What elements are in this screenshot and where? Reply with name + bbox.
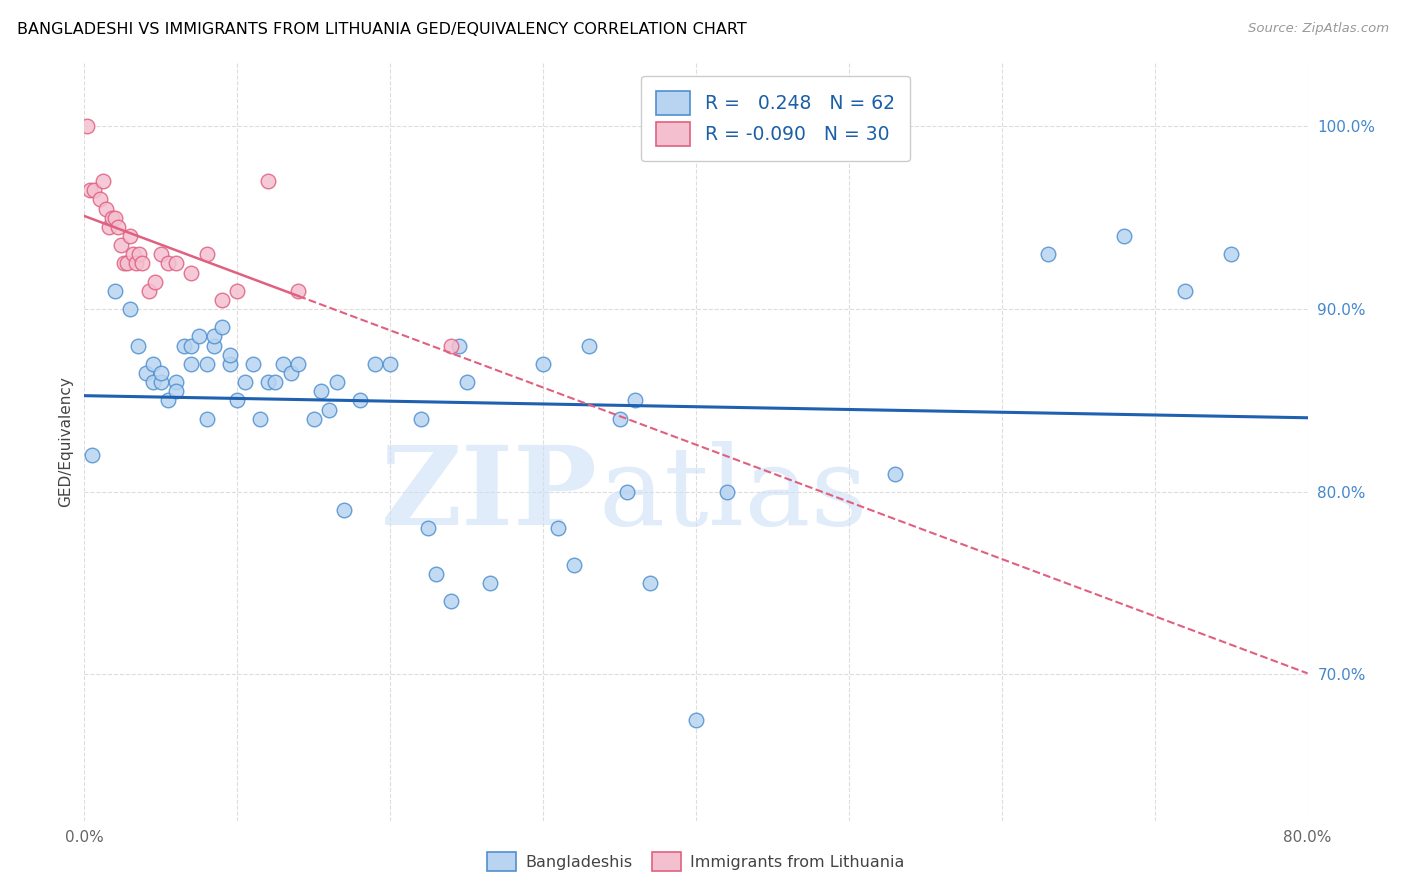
Text: BANGLADESHI VS IMMIGRANTS FROM LITHUANIA GED/EQUIVALENCY CORRELATION CHART: BANGLADESHI VS IMMIGRANTS FROM LITHUANIA…: [17, 22, 747, 37]
Point: [91, 174, 114, 188]
Point: [165, 375, 187, 389]
Point: [364, 357, 387, 371]
Point: [195, 247, 218, 261]
Point: [195, 411, 218, 425]
Point: [202, 338, 225, 352]
Point: [157, 393, 180, 408]
Point: [128, 247, 150, 261]
Point: [264, 375, 287, 389]
Point: [287, 284, 309, 298]
Point: [97, 219, 120, 234]
Point: [89, 193, 111, 207]
Point: [1174, 284, 1197, 298]
Point: [165, 256, 187, 270]
Point: [76, 120, 98, 134]
Point: [101, 211, 124, 225]
Point: [195, 357, 218, 371]
Point: [104, 211, 127, 225]
Point: [80, 448, 103, 462]
Point: [271, 357, 294, 371]
Point: [143, 275, 166, 289]
Point: [409, 411, 432, 425]
Point: [311, 384, 333, 399]
Point: [1114, 229, 1136, 244]
Point: [638, 576, 661, 591]
Point: [173, 338, 195, 352]
Point: [157, 256, 180, 270]
Point: [211, 320, 233, 334]
Point: [883, 467, 905, 481]
Point: [79, 183, 101, 197]
Point: [120, 302, 142, 317]
Point: [578, 338, 600, 352]
Point: [127, 338, 149, 352]
Point: [349, 393, 371, 408]
Point: [149, 375, 172, 389]
Point: [624, 393, 647, 408]
Point: [685, 713, 707, 727]
Point: [616, 484, 638, 499]
Point: [94, 202, 117, 216]
Point: [280, 366, 302, 380]
Point: [131, 256, 153, 270]
Point: [609, 411, 631, 425]
Point: [302, 411, 325, 425]
Point: [456, 375, 478, 389]
Point: [287, 357, 309, 371]
Point: [107, 219, 129, 234]
Point: [418, 521, 440, 535]
Point: [180, 338, 202, 352]
Point: [242, 357, 264, 371]
Point: [249, 411, 271, 425]
Point: [333, 503, 356, 517]
Point: [318, 402, 340, 417]
Point: [149, 247, 172, 261]
Point: [447, 338, 470, 352]
Y-axis label: GED/Equivalency: GED/Equivalency: [58, 376, 73, 507]
Point: [165, 384, 187, 399]
Point: [440, 594, 463, 608]
Point: [112, 256, 135, 270]
Point: [188, 329, 211, 343]
Point: [135, 366, 157, 380]
Point: [716, 484, 738, 499]
Point: [110, 238, 132, 252]
Point: [233, 375, 256, 389]
Point: [478, 576, 501, 591]
Point: [180, 357, 202, 371]
Legend: Bangladeshis, Immigrants from Lithuania: Bangladeshis, Immigrants from Lithuania: [481, 846, 911, 877]
Point: [380, 357, 402, 371]
Point: [142, 375, 165, 389]
Point: [547, 521, 569, 535]
Point: [257, 174, 280, 188]
Point: [531, 357, 554, 371]
Point: [325, 375, 347, 389]
Point: [440, 338, 463, 352]
Point: [1220, 247, 1243, 261]
Point: [218, 357, 240, 371]
Point: [122, 247, 145, 261]
Text: ZIP: ZIP: [381, 442, 598, 548]
Point: [138, 284, 160, 298]
Point: [180, 266, 202, 280]
Point: [202, 329, 225, 343]
Text: atlas: atlas: [598, 442, 868, 548]
Point: [226, 284, 249, 298]
Point: [120, 229, 142, 244]
Point: [562, 558, 585, 572]
Point: [149, 366, 172, 380]
Point: [83, 183, 105, 197]
Point: [142, 357, 165, 371]
Point: [226, 393, 249, 408]
Point: [115, 256, 138, 270]
Point: [104, 284, 127, 298]
Point: [425, 566, 447, 581]
Point: [1036, 247, 1059, 261]
Text: Source: ZipAtlas.com: Source: ZipAtlas.com: [1249, 22, 1389, 36]
Point: [125, 256, 148, 270]
Point: [211, 293, 233, 307]
Point: [218, 348, 240, 362]
Point: [257, 375, 280, 389]
